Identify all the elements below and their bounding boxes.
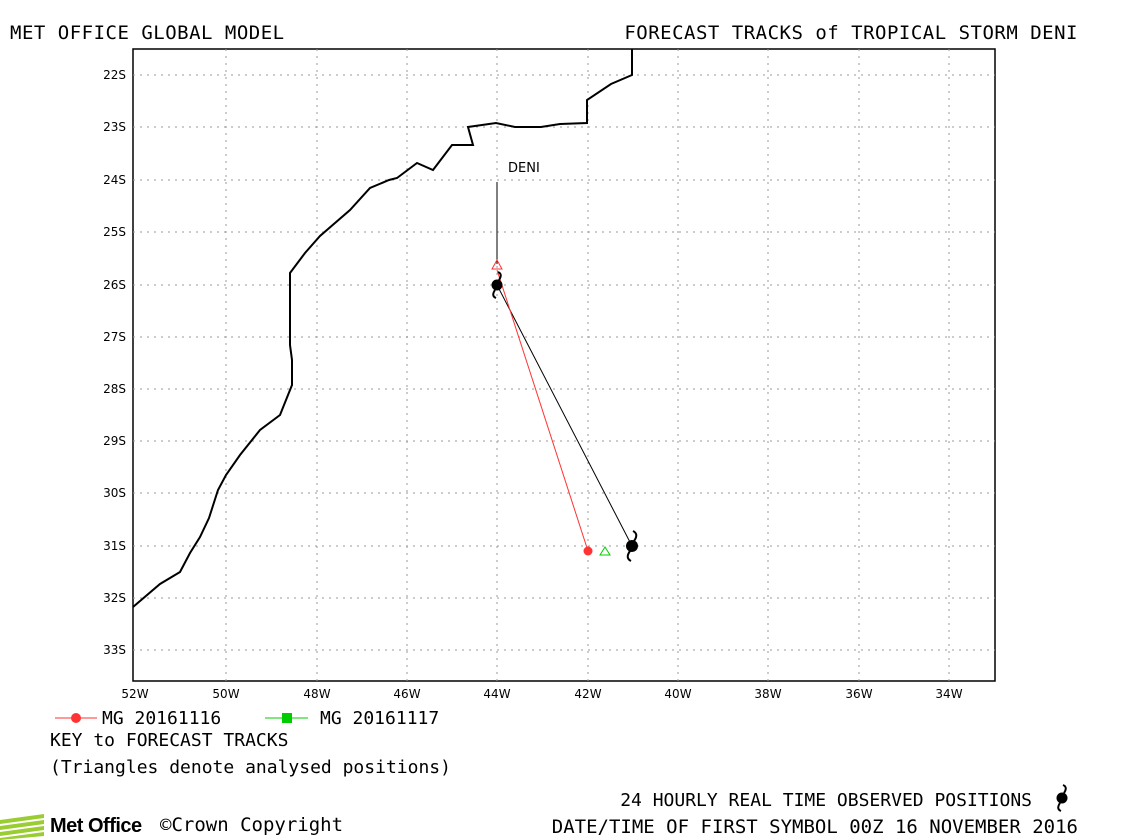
lat-label: 33S: [103, 643, 126, 657]
lon-label: 48W: [303, 687, 330, 701]
analysed-position-green-triangle: [599, 546, 611, 556]
met-office-logo-icon: [0, 814, 44, 840]
grid-lines: [133, 49, 995, 681]
analysed-position-red-triangle: [491, 258, 503, 270]
lat-axis: 22S 23S 24S 25S 26S 27S 28S 29S 30S 31S …: [103, 68, 126, 657]
tropical-storm-icon: [626, 530, 638, 562]
lon-axis: 52W 50W 48W 46W 44W 42W 40W 38W 36W 34W: [121, 687, 962, 701]
legend-marker-red: [71, 713, 81, 723]
observed-positions-note: 24 HOURLY REAL TIME OBSERVED POSITIONS: [620, 790, 1032, 811]
legend-label-mg20161116: MG 20161116: [102, 708, 222, 729]
met-office-logo: Met Office: [0, 812, 142, 840]
lat-label: 22S: [103, 68, 126, 82]
lat-label: 31S: [103, 539, 126, 553]
lon-label: 34W: [935, 687, 962, 701]
copyright-notice: ©Crown Copyright: [160, 814, 343, 836]
lat-label: 27S: [103, 330, 126, 344]
coastline: [132, 49, 633, 608]
lon-label: 46W: [393, 687, 420, 701]
lat-label: 24S: [103, 173, 126, 187]
tropical-storm-icon: [491, 271, 503, 299]
met-office-logo-text: Met Office: [50, 814, 142, 837]
lon-label: 42W: [574, 687, 601, 701]
first-symbol-datetime: DATE/TIME OF FIRST SYMBOL 00Z 16 NOVEMBE…: [551, 816, 1078, 838]
lat-label: 32S: [103, 591, 126, 605]
legend-label-mg20161117: MG 20161117: [320, 708, 440, 729]
lon-label: 44W: [483, 687, 510, 701]
lon-label: 52W: [121, 687, 148, 701]
observed-position-icon: [1056, 784, 1068, 812]
chart-title: FORECAST TRACKS of TROPICAL STORM DENI: [624, 22, 1078, 44]
model-title: MET OFFICE GLOBAL MODEL: [10, 22, 285, 44]
lat-label: 28S: [103, 382, 126, 396]
key-note: (Triangles denote analysed positions): [50, 757, 451, 778]
observed-track: [496, 284, 633, 547]
forecast-track-mg20161116: [496, 269, 589, 552]
lat-label: 26S: [103, 278, 126, 292]
lon-label: 50W: [212, 687, 239, 701]
lat-label: 29S: [103, 434, 126, 448]
lat-label: 25S: [103, 225, 126, 239]
key-title: KEY to FORECAST TRACKS: [50, 730, 289, 751]
lon-label: 38W: [754, 687, 781, 701]
lon-label: 36W: [845, 687, 872, 701]
plot-frame: [132, 48, 996, 682]
lon-label: 40W: [664, 687, 691, 701]
legend-marker-green: [282, 713, 292, 723]
copyright-text: Crown Copyright: [171, 814, 344, 836]
forecast-point-red: [583, 546, 593, 556]
lat-label: 30S: [103, 486, 126, 500]
copyright-icon: ©: [160, 814, 172, 836]
storm-name-label: DENI: [508, 161, 540, 176]
lat-label: 23S: [103, 120, 126, 134]
